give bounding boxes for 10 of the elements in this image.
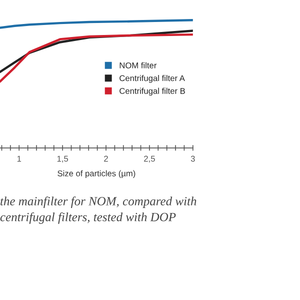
legend-label: NOM filter xyxy=(120,62,157,68)
x-tick-label: 3 xyxy=(190,156,195,162)
x-tick-label: 1 xyxy=(17,156,22,162)
legend-label: Centrifugal filter A xyxy=(120,75,185,83)
x-tick-label: 1,5 xyxy=(57,156,68,163)
x-axis-title: Size of particles (µm) xyxy=(58,170,136,178)
x-tick-label: 2 xyxy=(104,156,108,162)
legend-label: Centrifugal filter B xyxy=(120,88,185,96)
x-tick-label: 2,5 xyxy=(144,156,155,163)
text: the mainfilter for NOM, compared with centrifugal filters, tested with DOP xyxy=(0,196,196,224)
